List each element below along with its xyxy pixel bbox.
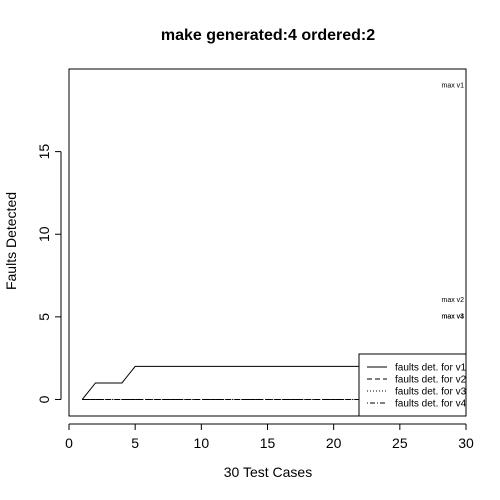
x-axis-label: 30 Test Cases (224, 464, 312, 480)
y-axis-label: Faults Detected (3, 192, 19, 290)
legend-label: faults det. for v2 (395, 375, 467, 386)
x-tick-label: 5 (131, 435, 139, 451)
y-tick-label: 15 (36, 144, 52, 160)
plot-area (68, 68, 467, 417)
legend-box (358, 353, 467, 417)
x-tick-label: 30 (458, 435, 474, 451)
y-tick-label: 5 (36, 313, 52, 321)
annotation-max-v3: max v3 (441, 314, 464, 321)
series-line-v1 (81, 365, 466, 400)
annotation-max-v2: max v2 (441, 297, 464, 304)
x-axis: 0 5 10 15 20 25 30 (65, 423, 474, 451)
annotation-max-v4: max v4 (441, 314, 464, 321)
legend-label: faults det. for v1 (395, 363, 467, 374)
series-layer (81, 365, 466, 400)
x-tick-label: 10 (194, 435, 210, 451)
y-tick-label: 0 (36, 395, 52, 403)
x-tick-label: 25 (392, 435, 408, 451)
x-tick-label: 15 (260, 435, 276, 451)
y-tick-label: 10 (36, 226, 52, 242)
chart-title: make generated:4 ordered:2 (161, 27, 375, 44)
y-axis: 0 5 10 15 (36, 144, 62, 403)
legend-label: faults det. for v3 (395, 387, 467, 398)
annotation-max-v1: max v1 (441, 82, 464, 89)
x-tick-label: 20 (326, 435, 342, 451)
x-tick-label: 0 (65, 435, 73, 451)
legend-label: faults det. for v4 (395, 399, 467, 410)
